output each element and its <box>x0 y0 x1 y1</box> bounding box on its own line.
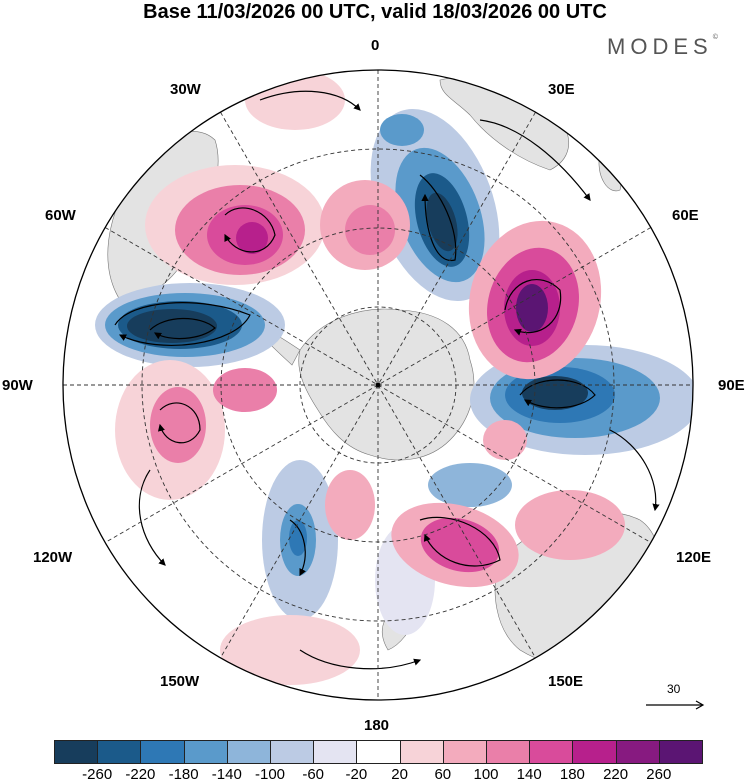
anomaly-negative <box>127 309 217 343</box>
anomaly-shading <box>95 70 693 685</box>
flow-line <box>479 119 591 201</box>
colorbar-swatch <box>529 740 574 764</box>
colorbar-tick-label: 180 <box>559 766 585 783</box>
colorbar-tick-label: -140 <box>211 766 242 783</box>
lon-label-120e: 120E <box>676 549 712 566</box>
lon-label-30w: 30W <box>170 81 201 98</box>
anomaly-positive <box>345 205 395 255</box>
flow-line <box>114 302 251 346</box>
lon-label-60w: 60W <box>45 207 76 224</box>
colorbar-swatch <box>615 740 660 764</box>
colorbar-swatch <box>399 740 444 764</box>
lon-label-30e: 30E <box>548 81 575 98</box>
colorbar-tick-label: -220 <box>125 766 156 783</box>
map-title: Base 11/03/2026 00 UTC, valid 18/03/2026… <box>143 1 607 23</box>
flow-line <box>419 516 501 567</box>
colorbar-swatch <box>97 740 142 764</box>
antarctica-landmass <box>298 308 475 461</box>
reference-vector: 30 <box>644 682 706 712</box>
colorbar-swatch <box>572 740 617 764</box>
reference-vector-value: 30 <box>667 682 681 696</box>
latitude-circle <box>141 148 615 622</box>
anomaly-positive <box>213 368 277 412</box>
flow-line <box>224 207 276 253</box>
lon-label-150w: 150W <box>160 673 200 690</box>
anomaly-positive <box>515 490 625 560</box>
anomaly-positive <box>516 284 548 332</box>
flow-line <box>609 429 660 512</box>
south-pole-marker <box>375 382 381 388</box>
lon-label-60e: 60E <box>672 207 699 224</box>
flow-line <box>419 174 457 261</box>
colorbar-swatch <box>183 740 228 764</box>
anomaly-positive <box>150 387 206 463</box>
colorbar-tick-label: 140 <box>516 766 542 783</box>
anomaly-positive <box>220 615 360 685</box>
colorbar-tick-label: -100 <box>254 766 286 783</box>
colorbar-swatch <box>140 740 185 764</box>
colorbar-tick-label: 220 <box>603 766 629 783</box>
anomaly-negative <box>522 376 588 410</box>
lon-label-120w: 120W <box>33 549 73 566</box>
lon-label-90w: 90W <box>2 377 33 394</box>
anomaly-negative <box>289 520 307 556</box>
lon-label-90e: 90E <box>718 377 745 394</box>
colorbar-swatch <box>486 740 531 764</box>
colorbar-tick-label: 260 <box>646 766 672 783</box>
map-boundary <box>62 69 694 701</box>
lon-label-0: 0 <box>371 37 380 54</box>
flow-line <box>259 90 361 111</box>
colorbar-tick-label: -260 <box>82 766 113 783</box>
colorbar-swatch <box>442 740 487 764</box>
anomaly-negative <box>426 192 458 252</box>
colorbar-swatch <box>658 740 703 764</box>
colorbar-swatch <box>54 740 99 764</box>
flow-line <box>519 379 596 409</box>
colorbar <box>54 740 703 764</box>
colorbar-swatch <box>313 740 358 764</box>
anomaly-negative <box>380 114 424 146</box>
anomaly-positive <box>325 470 375 540</box>
flow-line <box>149 317 216 340</box>
colorbar-tick-label: -60 <box>302 766 325 783</box>
anomaly-positive <box>483 420 527 460</box>
colorbar-tick-label: 20 <box>391 766 408 783</box>
flow-line <box>157 402 201 444</box>
colorbar-swatch <box>356 740 401 764</box>
flow-line <box>138 469 166 566</box>
modes-logo: MODES© <box>607 34 718 59</box>
colorbar-swatch <box>226 740 271 764</box>
lon-label-180: 180 <box>364 717 390 734</box>
colorbar-tick-label: 100 <box>473 766 499 783</box>
flow-line <box>504 279 562 336</box>
colorbar-tick-label: 60 <box>434 766 452 783</box>
streamlines <box>114 90 660 670</box>
flow-line <box>299 649 422 670</box>
flow-line <box>289 519 306 577</box>
colorbar-tick-label: -180 <box>168 766 199 783</box>
anomaly-negative <box>428 463 512 507</box>
colorbar-tick-label: -20 <box>345 766 368 783</box>
lon-label-150e: 150E <box>548 673 584 690</box>
anomaly-positive <box>236 222 268 254</box>
colorbar-swatch <box>270 740 315 764</box>
